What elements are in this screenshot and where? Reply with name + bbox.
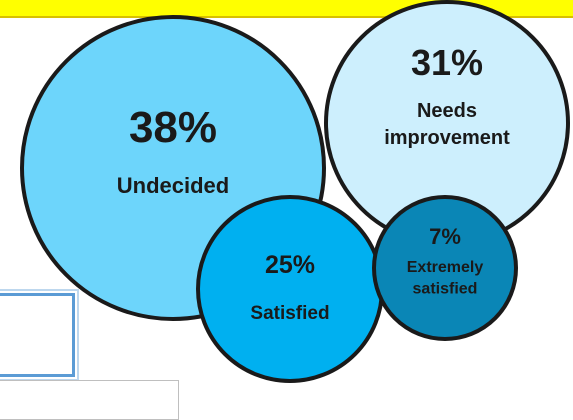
bubble-satisfied: 25% Satisfied: [196, 195, 384, 383]
bubble-value-needs-improvement: 31%: [411, 42, 483, 83]
bubble-label-undecided: Undecided: [117, 173, 229, 198]
bubble-label-needs-improvement: improvement: [384, 127, 510, 149]
bubble-label-extremely-satisfied: Extremely: [407, 259, 484, 276]
bubble-extremely-satisfied: 7% Extremely satisfied: [372, 195, 518, 341]
bubble-circle-extremely-satisfied: [372, 195, 518, 341]
bubble-label-satisfied: Satisfied: [250, 303, 329, 324]
bubble-label-needs-improvement: Needs: [417, 100, 477, 122]
bubble-label-extremely-satisfied: satisfied: [413, 281, 478, 298]
bubble-chart: 38% Undecided 31% Needs improvement 25% Satisf…: [20, 0, 570, 383]
bubble-value-extremely-satisfied: 7%: [429, 224, 461, 249]
bubble-value-undecided: 38%: [129, 103, 217, 152]
bubble-circle-satisfied: [196, 195, 384, 383]
blue-bordered-box: [0, 289, 79, 381]
bubble-value-satisfied: 25%: [265, 251, 315, 279]
